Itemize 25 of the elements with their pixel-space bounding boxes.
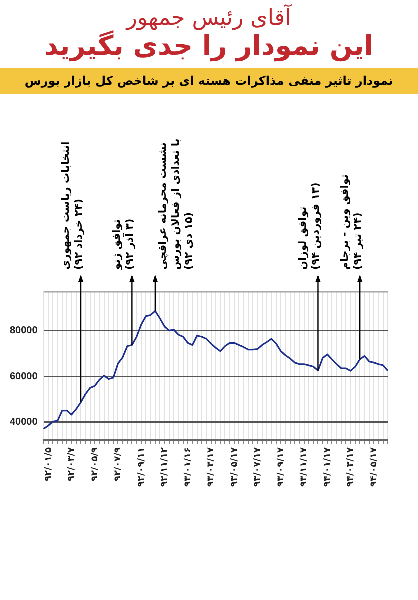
text: توافق وین - برجام (۲۴ تیر ۹۴)	[338, 174, 364, 270]
x-tick-label: ۹۳/۰۳/۱۷	[206, 447, 217, 488]
x-tick-label: ۹۳/۰۱/۱۶	[183, 448, 194, 488]
x-tick-label: ۹۲/۰۳/۷	[67, 447, 78, 482]
x-tick-label: ۹۴/۰۵/۱۷	[369, 447, 380, 488]
x-tick-label: ۹۲/۱۱/۱۲	[160, 447, 170, 488]
text: انتخابات ریاست جمهوری (۲۴ خرداد ۹۲)	[60, 142, 85, 270]
x-tick-label: ۹۳/۰۵/۱۷	[230, 447, 240, 488]
x-tick-label: ۹۲/۰۷/۹	[114, 447, 124, 482]
text: توافق ژنو (۳ آذر ۹۲)	[110, 219, 136, 272]
x-tick-label: ۹۴/۰۳/۱۷	[346, 447, 356, 488]
text: توافق لوزان (۱۳ فروردین ۹۴)	[296, 182, 322, 270]
x-tick-label: ۹۲/۰۵/۹	[90, 447, 100, 482]
chart-title: آقای رئیس جمهور این نمودار را جدی بگیرید	[43, 6, 375, 62]
y-tick-label: 60000	[10, 372, 38, 383]
x-tick-label: ۹۲/۰۱/۵	[44, 447, 54, 482]
y-tick-label: 40000	[10, 417, 38, 428]
x-tick-label: ۹۳/۰۹/۱۷	[276, 447, 286, 488]
x-tick-label: ۹۴/۰۱/۱۷	[322, 447, 333, 488]
chart-subtitle: نمودار تاثیر منفی مذاکرات هسته ای بر شاخص کل بازار بورس	[0, 68, 418, 94]
text: نشست محرمانه عراقچی با تعدادی از فعالان بورس (۱۵ دی ۹۲)	[157, 139, 196, 270]
x-tick-label: ۹۳/۱۱/۱۷	[300, 447, 310, 488]
x-tick-label: ۹۳/۰۷/۱۷	[253, 447, 264, 488]
x-tick-label: ۹۲/۰۹/۱۱	[136, 448, 147, 488]
y-tick-label: 80000	[10, 326, 38, 337]
